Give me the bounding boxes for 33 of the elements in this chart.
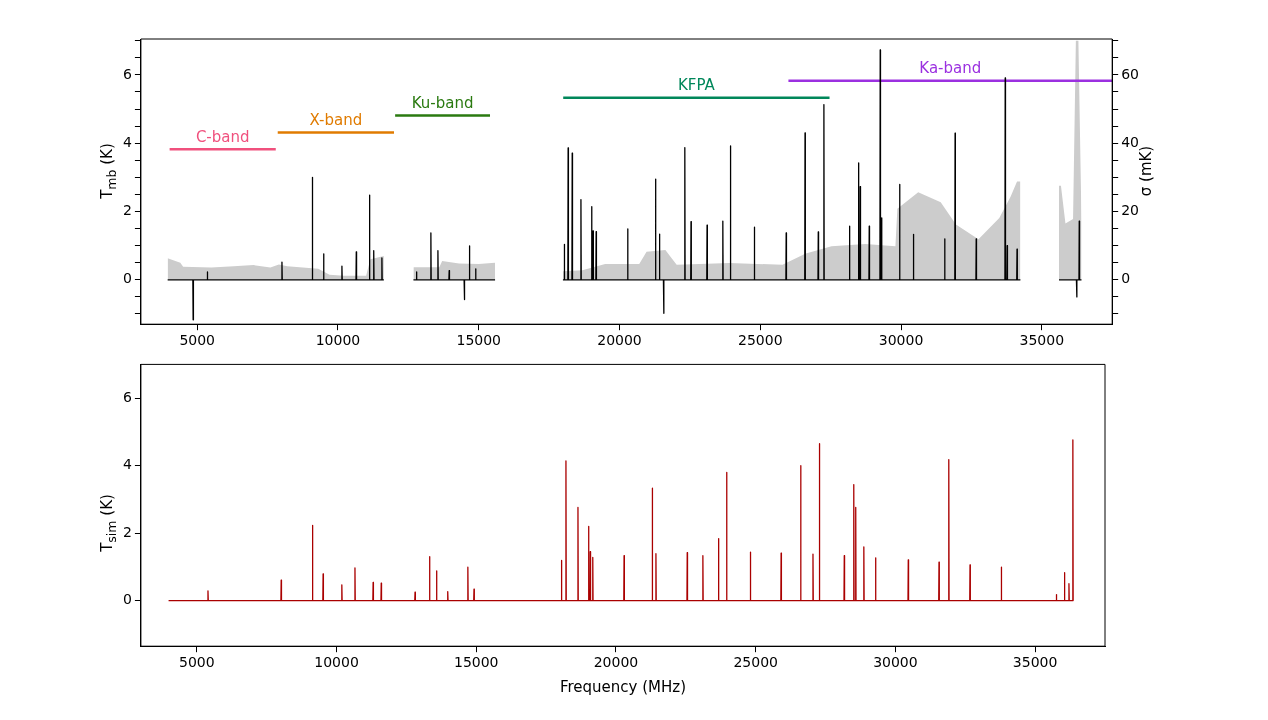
y-tick-label: 2 xyxy=(122,202,132,219)
x-tick-label: 5000 xyxy=(178,654,215,671)
series-label: Ka-band xyxy=(919,59,982,78)
y-tick-label: 0 xyxy=(122,591,132,608)
y-tick-label: 4 xyxy=(122,133,132,150)
x-tick-label: 35000 xyxy=(1019,332,1065,349)
x-tick-label: 35000 xyxy=(1012,654,1058,671)
y-tick-label: 2 xyxy=(122,523,132,540)
x-tick-label: 30000 xyxy=(878,332,924,349)
x-tick-label: 20000 xyxy=(597,332,642,349)
x-tick-label: 25000 xyxy=(738,332,783,349)
x-tick-label: 10000 xyxy=(314,654,359,671)
x-tick-label: 30000 xyxy=(873,654,918,671)
series-label: Ku-band xyxy=(411,93,474,112)
y2-axis-title: σ (mK) xyxy=(1137,145,1155,196)
y2-tick-label: 20 xyxy=(1121,202,1140,219)
x-tick-label: 15000 xyxy=(453,654,499,671)
y-tick-label: 6 xyxy=(122,65,132,82)
y-tick-label: 0 xyxy=(122,270,132,287)
y2-tick-label: 60 xyxy=(1121,65,1140,82)
y2-tick-label: 0 xyxy=(1121,270,1131,287)
x-tick-label: 5000 xyxy=(179,332,216,349)
series-label: C-band xyxy=(195,127,250,146)
y-tick-label: 6 xyxy=(122,388,132,405)
x-tick-label: 20000 xyxy=(593,654,639,671)
series-label: KFPA xyxy=(677,76,716,95)
y-tick-label: 4 xyxy=(122,456,132,473)
x-tick-label: 15000 xyxy=(456,332,502,349)
x-tick-label: 25000 xyxy=(733,654,778,671)
x-axis-title: Frequency (MHz) xyxy=(559,677,686,696)
series-label: X-band xyxy=(309,110,363,129)
x-tick-label: 10000 xyxy=(315,332,361,349)
y2-tick-label: 40 xyxy=(1121,133,1140,150)
